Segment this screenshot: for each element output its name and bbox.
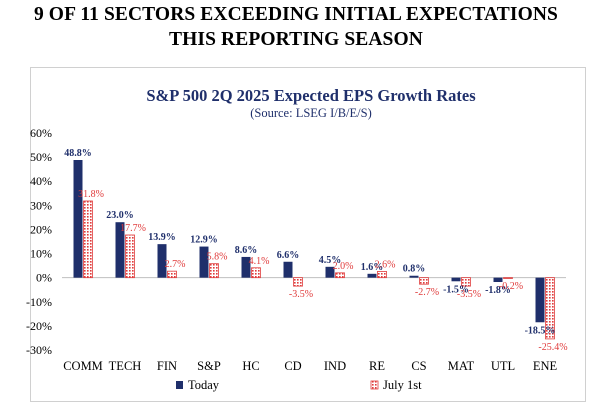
legend-swatch-today (176, 381, 183, 389)
category-label: TECH (109, 359, 142, 373)
bar-july-1st (419, 277, 429, 285)
bar-july-1st (251, 267, 261, 279)
data-label-today: -1.5% (443, 284, 469, 295)
category-label: MAT (448, 359, 475, 373)
chart-subtitle: (Source: LSEG I/B/E/S) (250, 106, 372, 120)
bar-today (283, 261, 293, 278)
data-label-july-1st: 2.6% (375, 259, 396, 270)
data-label-today: 13.9% (148, 232, 176, 243)
bar-july-1st (335, 272, 345, 279)
data-label-today: 23.0% (106, 210, 134, 221)
bar-today (451, 277, 461, 282)
bar-today (535, 277, 545, 323)
bar-today (115, 222, 125, 278)
category-label: FIN (157, 359, 177, 373)
bar-today (367, 273, 377, 278)
bar-july-1st (503, 277, 513, 279)
data-label-today: 0.8% (403, 264, 426, 275)
y-tick-label: -30% (26, 343, 52, 357)
bar-today (73, 160, 83, 278)
legend-label-today: Today (188, 378, 220, 392)
data-label-july-1st: 4.1% (249, 256, 270, 267)
data-label-july-1st: 31.8% (78, 189, 104, 200)
y-tick-label: -10% (26, 295, 52, 309)
data-label-today: 6.6% (277, 250, 300, 261)
legend-swatch-july-1st (370, 380, 379, 390)
category-label: UTL (491, 359, 515, 373)
y-tick-label: 30% (30, 198, 52, 212)
data-label-july-1st: 2.0% (333, 261, 354, 272)
bar-today (157, 244, 167, 278)
data-label-today: 8.6% (235, 245, 258, 256)
bar-today (199, 246, 209, 278)
data-label-july-1st: -0.2% (499, 281, 523, 292)
bar-july-1st (209, 263, 219, 279)
data-label-today: 1.6% (361, 262, 384, 273)
data-label-july-1st: 17.7% (120, 223, 146, 234)
data-label-july-1st: -3.5% (289, 289, 313, 300)
headline-line-2: THIS REPORTING SEASON (169, 29, 423, 50)
bar-today (409, 275, 419, 278)
bar-today (241, 256, 251, 278)
data-label-july-1st: -2.7% (415, 287, 439, 298)
bar-july-1st (377, 270, 387, 279)
chart-title: S&P 500 2Q 2025 Expected EPS Growth Rate… (146, 86, 476, 105)
y-tick-label: -20% (26, 319, 52, 333)
data-label-today: -18.5% (525, 325, 556, 336)
data-label-today: 4.5% (319, 255, 342, 266)
headline: 9 OF 11 SECTORS EXCEEDING INITIAL EXPECT… (0, 2, 592, 52)
category-label: COMM (63, 359, 103, 373)
bar-july-1st (461, 277, 471, 287)
data-label-today: -1.8% (485, 285, 511, 296)
bar-today (325, 266, 335, 278)
category-label: ENE (533, 359, 558, 373)
category-label: IND (324, 359, 346, 373)
category-label: CS (411, 359, 426, 373)
y-tick-label: 20% (30, 222, 52, 236)
y-tick-label: 10% (30, 247, 52, 261)
bar-today (493, 277, 503, 283)
data-label-july-1st: -25.4% (538, 342, 567, 353)
bar-july-1st (125, 234, 135, 279)
y-tick-label: 0% (36, 271, 52, 285)
category-label: S&P (197, 359, 221, 373)
bar-july-1st (293, 277, 303, 287)
category-label: RE (369, 359, 385, 373)
data-label-today: 12.9% (190, 235, 218, 246)
y-tick-label: 40% (30, 174, 52, 188)
bar-july-1st (167, 270, 177, 279)
legend-label-july-1st: July 1st (383, 378, 422, 392)
y-tick-label: 50% (30, 150, 52, 164)
bar-july-1st (545, 277, 555, 340)
data-label-today: 48.8% (64, 148, 92, 159)
data-label-july-1st: -3.5% (457, 289, 481, 300)
category-label: CD (284, 359, 301, 373)
data-label-july-1st: 5.8% (207, 252, 228, 263)
data-label-july-1st: 2.7% (165, 259, 186, 270)
y-tick-label: 60% (30, 126, 52, 140)
category-label: HC (242, 359, 259, 373)
headline-line-1: 9 OF 11 SECTORS EXCEEDING INITIAL EXPECT… (33, 4, 558, 25)
bar-july-1st (83, 200, 93, 279)
